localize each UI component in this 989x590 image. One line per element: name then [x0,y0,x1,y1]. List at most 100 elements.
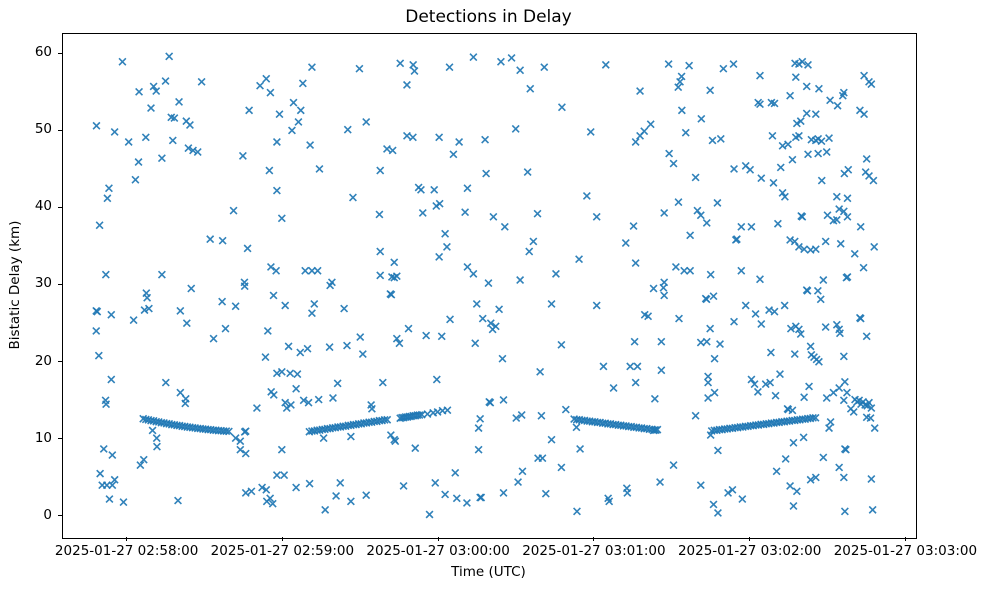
scatter-point [325,343,334,352]
scatter-point [808,413,817,422]
scatter-point [825,424,834,433]
scatter-point [686,231,695,240]
scatter-point [184,144,193,153]
y-tick-mark [58,129,62,131]
scatter-point [805,382,814,391]
scatter-point [859,263,868,272]
scatter-point [287,126,296,135]
scatter-point [631,259,640,268]
scatter-point [869,176,878,185]
scatter-point [321,505,330,514]
scatter-point [462,498,471,507]
scatter-point [586,127,595,136]
scatter-point [313,266,322,275]
scatter-point [262,485,271,494]
scatter-point [761,380,770,389]
scatter-point [469,269,478,278]
scatter-point [187,284,196,293]
scatter-point [281,301,290,310]
scatter-point [474,424,483,433]
scatter-point [395,339,404,348]
scatter-point [737,266,746,275]
scatter-point [789,502,798,510]
scatter-point [526,84,535,93]
scatter-point [582,191,591,200]
scatter-point [269,390,278,399]
scatter-point [268,499,277,508]
scatter-point [557,463,566,472]
scatter-point [197,77,206,86]
scatter-point [96,469,105,478]
scatter-point [817,137,826,146]
scatter-point [240,282,249,291]
scatter-point [551,269,560,278]
scatter-point [730,165,738,173]
scatter-point [776,163,785,172]
scatter-point [275,110,284,119]
scatter-point [222,427,231,436]
scatter-point [792,119,801,128]
scatter-point [799,433,808,442]
scatter-point [238,151,247,160]
y-tick-label: 20 [34,352,52,369]
scatter-point [262,74,271,83]
scatter-point [517,411,526,419]
chart-title: Detections in Delay [405,7,572,27]
scatter-point [511,124,520,133]
scatter-point [375,210,384,219]
scatter-point [486,398,495,407]
scatter-point [241,427,250,436]
scatter-point [236,445,245,454]
scatter-point [706,431,715,440]
scatter-point [301,266,310,275]
x-tick-mark [904,537,906,541]
scatter-point [292,384,301,393]
scatter-point [649,284,658,293]
scatter-point [266,262,275,271]
scatter-point [498,354,507,363]
scatter-point [277,367,286,376]
scatter-point [771,391,780,400]
scatter-point [850,249,859,258]
y-axis-label: Bistatic Delay (km) [7,220,23,350]
x-tick-label: 2025-01-27 03:03:00 [833,543,978,559]
x-tick-label: 2025-01-27 03:02:00 [677,543,822,559]
scatter-point [431,478,440,487]
scatter-point [716,134,725,143]
scatter-point [455,138,464,146]
scatter-point [791,73,800,82]
scatter-point [538,454,547,463]
scatter-point [135,87,144,96]
scatter-point [296,348,305,357]
scatter-point [236,437,245,446]
scatter-point [280,471,289,480]
scatter-point [710,388,719,397]
x-tick-mark [437,537,439,541]
scatter-point [435,133,444,142]
scatter-point [867,404,876,413]
scatter-point [463,262,472,271]
scatter-point [757,174,766,183]
x-tick-mark [126,537,128,541]
scatter-point [272,266,281,275]
scatter-point [835,463,844,472]
scatter-point [139,455,148,464]
scatter-point [103,194,112,203]
scatter-point [477,493,486,502]
scatter-point [751,309,760,318]
scatter-point [388,146,397,155]
scatter-point [489,212,498,221]
scatter-point [209,334,218,343]
scatter-point [669,159,678,168]
scatter-point [482,169,491,178]
scatter-point [471,339,480,348]
scatter-point [821,323,830,332]
scatter-point [272,471,281,480]
scatter-point [262,497,271,506]
scatter-point [329,394,337,402]
scatter-point [161,77,170,86]
scatter-point [496,57,505,66]
scatter-point [241,488,250,497]
scatter-point [856,314,865,323]
scatter-point [402,131,411,140]
